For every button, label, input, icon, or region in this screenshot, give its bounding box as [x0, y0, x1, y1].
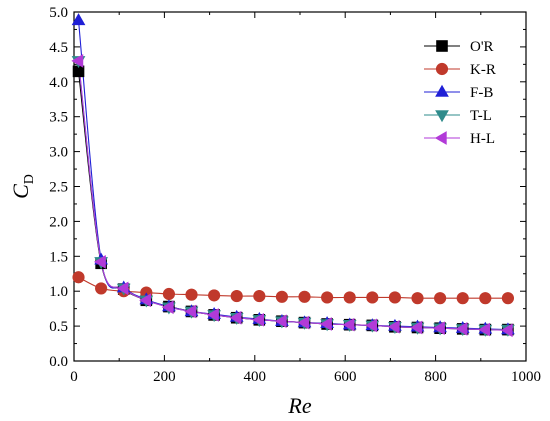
- data-point-k-r: [185, 288, 198, 301]
- legend-item-o-r: O'R: [424, 39, 494, 55]
- data-point-k-r: [479, 292, 492, 305]
- legend-item-k-r: K-R: [424, 62, 496, 78]
- data-point-h-l: [184, 304, 197, 319]
- y-tick-label: 4.0: [49, 75, 68, 91]
- data-point-k-r: [411, 292, 424, 305]
- data-point-k-r: [366, 291, 379, 304]
- y-axis-title-subscript: D: [22, 174, 37, 184]
- data-point-k-r: [275, 290, 288, 303]
- x-axis-title: Re: [287, 393, 311, 418]
- data-point-h-l: [410, 320, 423, 335]
- data-point-k-r: [388, 291, 401, 304]
- data-point-h-l: [478, 322, 491, 337]
- x-tick-label: 600: [334, 369, 357, 385]
- legend-label-k-r: K-R: [470, 62, 496, 78]
- data-point-k-r: [321, 291, 334, 304]
- legend-item-f-b: F-B: [424, 84, 493, 101]
- x-tick-label: 800: [424, 369, 447, 385]
- y-axis-title-main: C: [8, 184, 33, 199]
- legend-item-h-l: H-L: [424, 131, 495, 147]
- data-point-h-l: [342, 317, 355, 332]
- x-tick-label: 200: [153, 369, 176, 385]
- data-point-h-l: [319, 317, 332, 331]
- y-tick-label: 2.0: [49, 214, 68, 230]
- data-point-h-l: [500, 323, 513, 338]
- legend-marker-k-r: [435, 62, 449, 76]
- data-point-f-b: [71, 13, 86, 26]
- x-tick-label: 400: [244, 369, 267, 385]
- y-axis-title: CD: [8, 174, 37, 199]
- y-tick-label: 3.0: [49, 145, 68, 161]
- y-tick-label: 1.5: [49, 249, 68, 265]
- legend-item-t-l: T-L: [424, 108, 492, 124]
- legend: O'R K-R F-B T-L H-L: [424, 39, 496, 147]
- data-point-h-l: [274, 314, 287, 329]
- data-point-k-r: [72, 271, 85, 284]
- data-point-h-l: [116, 281, 129, 296]
- data-point-k-r: [456, 292, 469, 305]
- data-point-k-r: [162, 287, 175, 301]
- data-point-k-r: [208, 289, 221, 302]
- data-point-k-r: [343, 291, 356, 304]
- data-point-h-l: [455, 322, 468, 336]
- y-tick-label: 5.0: [49, 5, 68, 21]
- data-point-h-l: [161, 300, 174, 315]
- data-point-k-r: [298, 290, 311, 303]
- y-tick-label: 2.5: [49, 180, 68, 196]
- data-point-h-l: [206, 308, 219, 322]
- data-point-h-l: [432, 321, 445, 336]
- data-point-h-l: [252, 312, 265, 327]
- y-tick-label: 0.5: [49, 319, 68, 335]
- y-tick-label: 0.0: [49, 354, 68, 370]
- data-point-h-l: [387, 319, 400, 334]
- data-point-k-r: [230, 290, 243, 303]
- plot-frame: [73, 11, 527, 362]
- legend-label-t-l: T-L: [470, 108, 492, 124]
- data-point-h-l: [365, 318, 378, 333]
- data-point-k-r: [95, 282, 108, 295]
- axis-ticks: [73, 11, 527, 362]
- data-point-k-r: [434, 292, 447, 305]
- data-point-k-r: [501, 292, 514, 305]
- axis-titles: Re CD: [8, 174, 312, 418]
- data-point-k-r: [253, 290, 266, 303]
- legend-marker-f-b: [435, 84, 449, 97]
- data-point-h-l: [297, 315, 310, 330]
- legend-label-f-b: F-B: [470, 85, 493, 101]
- x-tick-label: 1000: [511, 369, 541, 385]
- y-tick-label: 3.5: [49, 110, 68, 126]
- series-markers: [71, 13, 515, 338]
- legend-marker-h-l: [434, 131, 447, 145]
- legend-label-o-r: O'R: [470, 39, 494, 55]
- legend-label-h-l: H-L: [470, 131, 495, 147]
- data-point-h-l: [93, 255, 106, 269]
- plot-area: [71, 11, 527, 362]
- tick-labels: 0 200 400 600 800 1000 0.0 0.5 1.0 1.5 2.0 2.5 3.0 3.…: [49, 5, 541, 385]
- x-tick-label: 0: [70, 369, 78, 385]
- data-point-h-l: [139, 293, 152, 308]
- data-point-h-l: [71, 54, 84, 68]
- data-point-h-l: [229, 310, 242, 325]
- legend-marker-t-l: [435, 110, 449, 123]
- y-tick-label: 1.0: [49, 284, 68, 300]
- legend-marker-o-r: [436, 40, 448, 52]
- y-tick-label: 4.5: [49, 40, 68, 56]
